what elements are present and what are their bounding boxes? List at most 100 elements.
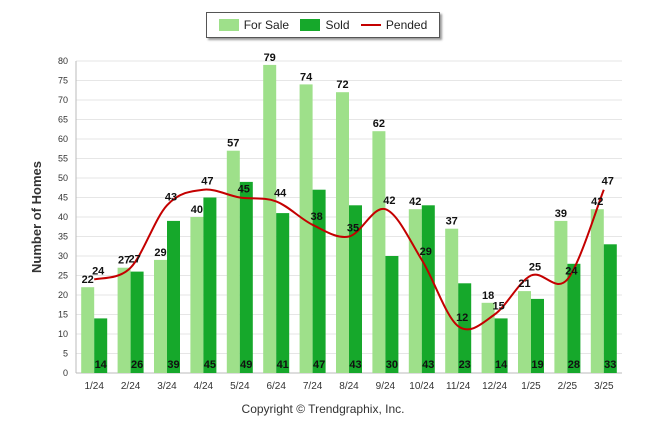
legend-item-for-sale[interactable]: For Sale xyxy=(218,18,290,32)
pended-data-label: 47 xyxy=(201,176,213,188)
sold-bar xyxy=(385,256,399,373)
sold-bar xyxy=(276,213,290,373)
for-sale-data-label: 27 xyxy=(118,255,130,267)
copyright-text: Copyright © Trendgraphix, Inc. xyxy=(241,402,405,416)
y-tick-label: 35 xyxy=(58,232,68,242)
for-sale-bar xyxy=(81,287,95,373)
sold-bar xyxy=(349,205,362,373)
y-tick-label: 30 xyxy=(58,251,68,261)
pended-data-label: 29 xyxy=(420,246,432,258)
for-sale-bar xyxy=(590,209,604,373)
legend: For Sale Sold Pended xyxy=(206,12,440,38)
sold-bar xyxy=(167,220,180,373)
sold-data-label: 43 xyxy=(349,359,361,371)
sold-data-label: 49 xyxy=(240,359,252,371)
x-tick-label: 10/24 xyxy=(409,381,434,392)
for-sale-data-label: 37 xyxy=(446,216,458,228)
for-sale-data-label: 79 xyxy=(264,52,276,64)
for-sale-data-label: 40 xyxy=(191,204,203,216)
for-sale-bar xyxy=(445,228,459,373)
for-sale-data-label: 62 xyxy=(373,118,385,130)
sold-bar xyxy=(203,197,217,373)
pended-data-label: 47 xyxy=(602,176,614,188)
for-sale-bar xyxy=(263,64,277,374)
sold-data-label: 30 xyxy=(386,359,398,371)
for-sale-data-label: 72 xyxy=(336,79,348,91)
sold-bar xyxy=(312,189,326,373)
legend-item-pended[interactable]: Pended xyxy=(360,18,428,32)
sold-bar xyxy=(421,205,435,373)
y-tick-label: 60 xyxy=(58,134,68,144)
pended-data-label: 15 xyxy=(492,301,504,313)
for-sale-bar xyxy=(518,291,531,373)
sold-data-label: 43 xyxy=(422,359,434,371)
y-tick-label: 15 xyxy=(58,310,68,320)
x-tick-label: 7/24 xyxy=(303,381,323,392)
sold-data-label: 33 xyxy=(604,359,616,371)
legend-label-for-sale: For Sale xyxy=(243,18,290,32)
for-sale-swatch xyxy=(218,19,239,31)
for-sale-data-label: 22 xyxy=(82,274,94,286)
sold-data-label: 28 xyxy=(568,359,580,371)
pended-data-label: 24 xyxy=(565,265,578,277)
x-tick-label: 12/24 xyxy=(482,381,507,392)
for-sale-data-label: 39 xyxy=(555,208,567,220)
for-sale-bar xyxy=(154,259,167,373)
for-sale-bar xyxy=(481,302,495,373)
sold-data-label: 45 xyxy=(204,359,216,371)
sold-bar xyxy=(603,244,617,373)
y-tick-label: 80 xyxy=(58,56,68,66)
pended-data-label: 27 xyxy=(128,254,140,266)
pended-data-label: 25 xyxy=(529,262,541,274)
x-tick-label: 5/24 xyxy=(230,381,250,392)
pended-data-label: 24 xyxy=(92,265,105,277)
x-tick-label: 3/24 xyxy=(157,381,177,392)
sold-data-label: 41 xyxy=(277,359,289,371)
x-tick-label: 3/25 xyxy=(594,381,614,392)
for-sale-data-label: 42 xyxy=(591,196,603,208)
for-sale-bar xyxy=(336,92,349,373)
legend-label-pended: Pended xyxy=(385,18,428,32)
y-axis-title: Number of Homes xyxy=(29,161,44,273)
for-sale-bar xyxy=(190,217,204,373)
pended-data-label: 42 xyxy=(383,195,395,207)
for-sale-data-label: 74 xyxy=(300,71,313,83)
y-tick-label: 25 xyxy=(58,271,68,281)
x-tick-label: 4/24 xyxy=(194,381,214,392)
for-sale-data-label: 29 xyxy=(154,247,166,259)
sold-bar xyxy=(531,298,544,373)
sold-data-label: 23 xyxy=(459,359,471,371)
sold-bar xyxy=(494,318,508,373)
pended-data-label: 38 xyxy=(310,211,322,223)
for-sale-bar xyxy=(299,84,313,374)
sold-bar xyxy=(239,181,253,373)
for-sale-data-label: 57 xyxy=(227,138,239,150)
sold-data-label: 19 xyxy=(531,359,543,371)
x-tick-label: 8/24 xyxy=(339,381,359,392)
y-tick-label: 50 xyxy=(58,173,68,183)
sold-data-label: 39 xyxy=(167,359,179,371)
y-tick-label: 20 xyxy=(58,290,68,300)
for-sale-data-label: 21 xyxy=(518,278,530,290)
x-tick-label: 2/24 xyxy=(121,381,141,392)
pended-data-label: 43 xyxy=(165,191,177,203)
x-tick-label: 1/24 xyxy=(84,381,104,392)
x-tick-label: 9/24 xyxy=(376,381,396,392)
for-sale-bar xyxy=(226,150,240,373)
for-sale-bar xyxy=(372,131,386,373)
for-sale-data-label: 18 xyxy=(482,290,494,302)
pended-data-label: 12 xyxy=(456,312,468,324)
y-tick-label: 65 xyxy=(58,115,68,125)
pended-data-label: 45 xyxy=(238,184,250,196)
y-tick-label: 75 xyxy=(58,76,68,86)
sold-swatch xyxy=(300,19,321,31)
y-tick-label: 40 xyxy=(58,212,68,222)
sold-bar xyxy=(130,271,144,373)
y-tick-label: 70 xyxy=(58,95,68,105)
legend-item-sold[interactable]: Sold xyxy=(300,18,350,32)
for-sale-data-label: 42 xyxy=(409,196,421,208)
y-tick-label: 10 xyxy=(58,329,68,339)
x-tick-label: 11/24 xyxy=(446,381,471,392)
legend-label-sold: Sold xyxy=(325,18,350,32)
